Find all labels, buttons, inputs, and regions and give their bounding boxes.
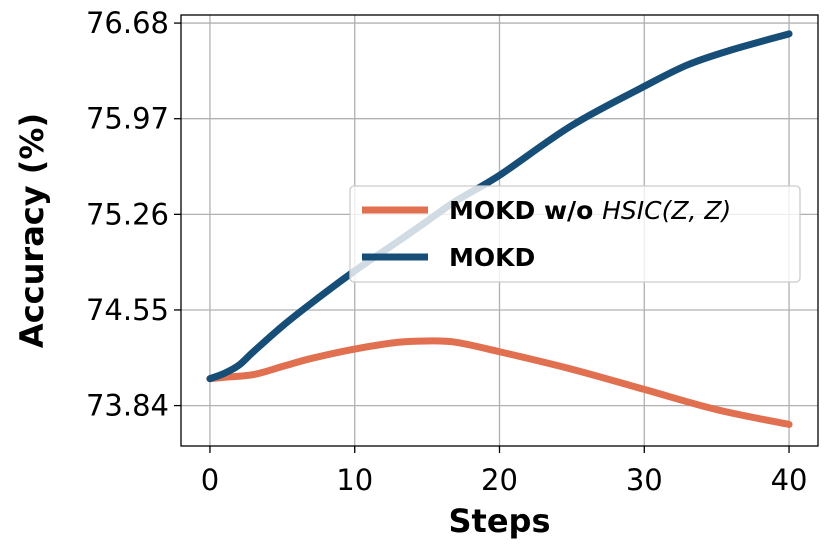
x-axis-title: Steps: [449, 502, 551, 540]
legend-box: [349, 185, 801, 283]
y-tick-label: 73.84: [86, 389, 169, 423]
x-tick-label: 0: [201, 463, 219, 497]
y-tick-label: 74.55: [86, 293, 169, 327]
axis-ticks: 0 10 20 30 40 73.84 74.55 75.26 75.97 76.68: [86, 6, 808, 497]
y-tick-label: 75.26: [86, 197, 169, 231]
y-axis-title: Accuracy (%): [13, 113, 51, 348]
legend-label-mokd: MOKD: [449, 243, 535, 272]
y-tick-label: 75.97: [86, 102, 169, 136]
series-line-mokd-wo-hsic: [206, 337, 793, 428]
x-tick-label: 20: [481, 463, 518, 497]
x-tick-label: 40: [771, 463, 808, 497]
legend-label-math: HSIC(Z, Z): [602, 196, 731, 225]
legend-label-plain: MOKD w/o: [449, 196, 602, 225]
x-tick-label: 10: [336, 463, 373, 497]
x-tick-label: 30: [626, 463, 663, 497]
y-tick-label: 76.68: [86, 6, 169, 40]
legend: MOKD w/o HSIC(Z, Z) MOKD: [349, 185, 801, 283]
legend-label-mokd-wo-hsic: MOKD w/o HSIC(Z, Z): [449, 196, 731, 225]
